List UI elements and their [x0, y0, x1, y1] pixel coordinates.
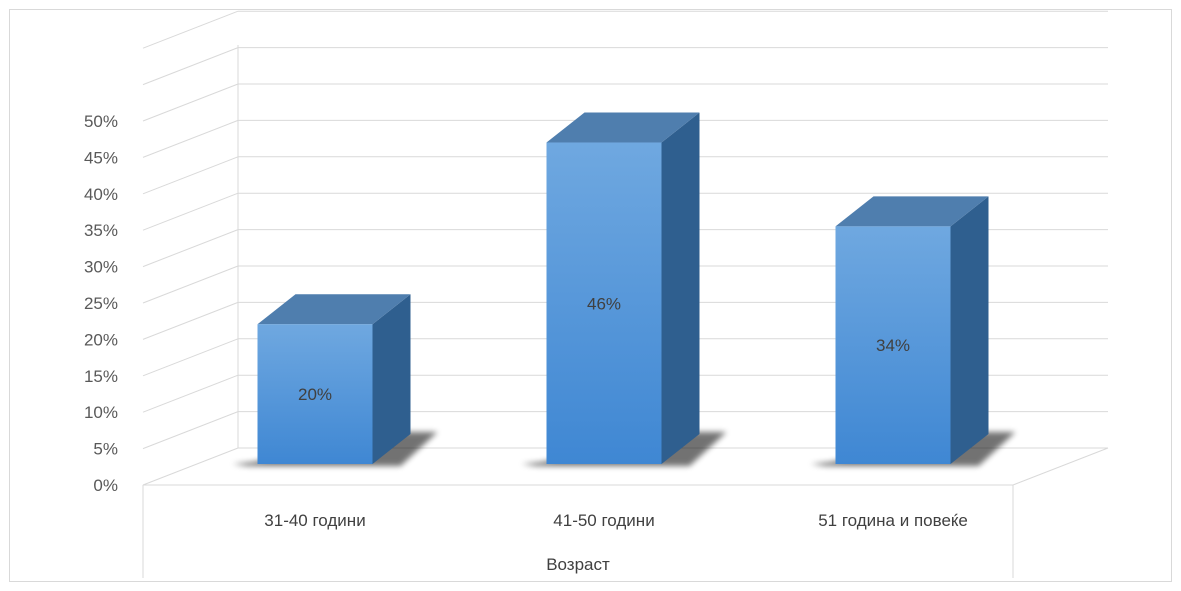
y-tick-label: 20%	[84, 330, 118, 349]
data-label: 46%	[587, 294, 621, 313]
y-tick-label: 25%	[84, 294, 118, 313]
bars	[232, 112, 1016, 466]
bar-top	[835, 196, 989, 227]
bar-side	[372, 294, 411, 464]
gridline-side	[142, 447, 239, 486]
data-label: 34%	[876, 336, 910, 355]
gridline-side	[142, 83, 239, 122]
bar-top	[546, 112, 700, 143]
bar	[257, 324, 373, 464]
bar-top	[257, 294, 411, 325]
y-tick-label: 30%	[84, 258, 118, 277]
y-tick-label: 45%	[84, 148, 118, 167]
bar	[835, 226, 951, 464]
y-tick-label: 50%	[84, 112, 118, 131]
gridline-side	[142, 119, 239, 158]
bar-side	[661, 112, 700, 464]
y-tick-label: 40%	[84, 185, 118, 204]
x-axis-title: Возраст	[546, 555, 610, 574]
gridline-side	[142, 338, 239, 377]
data-label: 20%	[298, 385, 332, 404]
gridline-side	[142, 301, 239, 340]
y-tick-label: 15%	[84, 367, 118, 386]
data-labels: 20% 46% 34%	[298, 294, 910, 404]
gridline-side	[142, 192, 239, 231]
gridline-side	[142, 265, 239, 304]
bar	[546, 142, 662, 464]
y-tick-label: 10%	[84, 403, 118, 422]
y-axis-tick-labels: 0% 5% 10% 15% 20% 25% 30% 35% 40% 45% 50%	[84, 112, 118, 495]
gridline-side	[142, 229, 239, 268]
gridline-side	[142, 156, 239, 195]
axis-lines	[142, 45, 1109, 578]
floor-right-edge	[1012, 447, 1109, 486]
category-label: 51 година и повеќе	[818, 511, 968, 530]
gridline-side	[142, 47, 239, 86]
bar-side	[950, 196, 989, 464]
y-tick-label: 35%	[84, 221, 118, 240]
y-tick-label: 5%	[93, 440, 118, 459]
category-label: 41-50 години	[553, 511, 654, 530]
gridline-side	[142, 374, 239, 413]
y-tick-label: 0%	[93, 476, 118, 495]
category-label: 31-40 години	[264, 511, 365, 530]
gridline-side	[142, 411, 239, 450]
gridline-side	[142, 10, 239, 49]
category-labels: 31-40 години 41-50 години 51 година и пове…	[264, 511, 968, 530]
